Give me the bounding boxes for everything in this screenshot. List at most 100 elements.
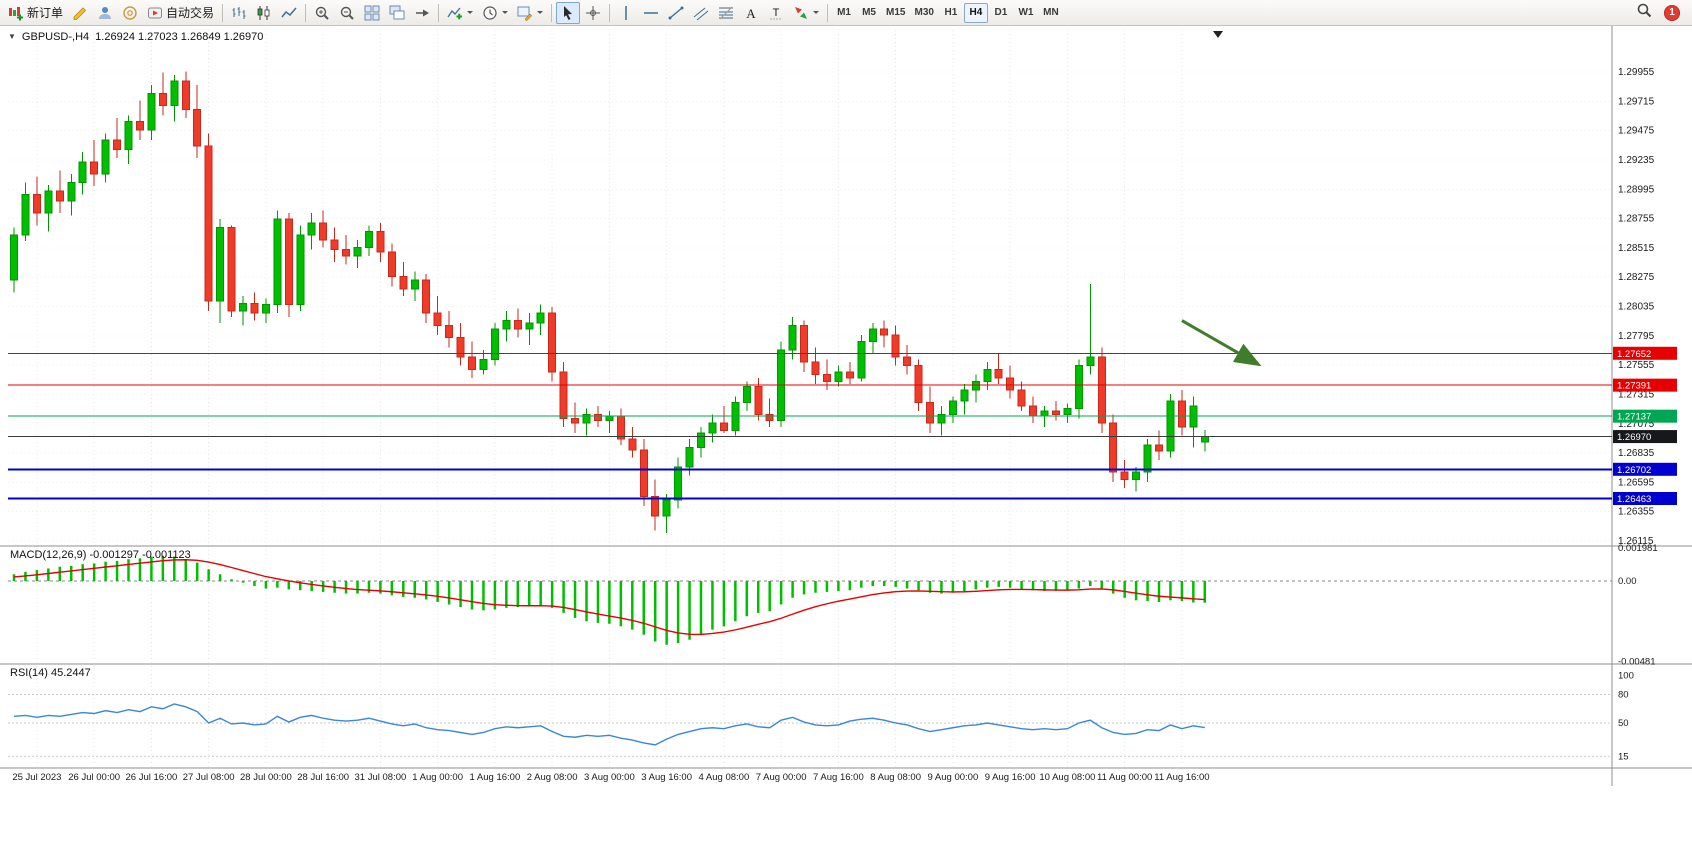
profile-icon [97, 5, 113, 21]
toolbar: 新订单 自动交易 A T M1 M5 M15 M30 H1 H4 D1 W1 MN 1 [0, 0, 1692, 26]
svg-text:1.27391: 1.27391 [1617, 381, 1651, 392]
svg-text:1.27137: 1.27137 [1617, 412, 1651, 423]
clock-icon [482, 5, 498, 21]
line-chart-icon [281, 5, 297, 21]
macd-panel: 0.001981 0.00 -0.00481 [8, 543, 1658, 668]
trendline-icon [668, 5, 684, 21]
timeframe-h1-button[interactable]: H1 [944, 7, 958, 18]
timeframe-m30-button[interactable]: M30 [914, 7, 934, 18]
tile-windows-button[interactable] [360, 2, 384, 24]
timeframe-w1-button[interactable]: W1 [1018, 7, 1034, 18]
zoom-out-button[interactable] [335, 2, 359, 24]
timeframe-mn-button[interactable]: MN [1043, 7, 1059, 18]
svg-text:15: 15 [1618, 751, 1629, 762]
svg-text:27 Jul 08:00: 27 Jul 08:00 [183, 772, 235, 783]
periods-button[interactable] [478, 2, 512, 24]
trendline-button[interactable] [664, 2, 688, 24]
chart-canvas[interactable]: 0.0019810.00-0.004811008050151.299551.29… [0, 26, 1692, 853]
new-order-button-label: 新订单 [27, 6, 64, 20]
timeframe-h4-button[interactable]: H4 [963, 2, 988, 23]
svg-text:1.27555: 1.27555 [1618, 360, 1655, 371]
svg-text:31 Jul 08:00: 31 Jul 08:00 [355, 772, 407, 783]
svg-text:1 Aug 16:00: 1 Aug 16:00 [470, 772, 521, 783]
timeframe-m15-button[interactable]: M15 [886, 7, 906, 18]
svg-text:9 Aug 00:00: 9 Aug 00:00 [928, 772, 979, 783]
svg-text:1.29475: 1.29475 [1618, 126, 1655, 137]
chart-collapse-icon[interactable]: ▼ [8, 32, 16, 41]
svg-text:3 Aug 00:00: 3 Aug 00:00 [584, 772, 635, 783]
new-order-icon [8, 5, 24, 21]
svg-text:1.27315: 1.27315 [1618, 389, 1655, 400]
community-button[interactable] [118, 2, 142, 24]
channel-button[interactable] [689, 2, 713, 24]
vline-icon [618, 5, 634, 21]
svg-text:1.26595: 1.26595 [1618, 477, 1655, 488]
horizontal-line-button[interactable] [639, 2, 663, 24]
timeframe-m1-button[interactable]: M1 [837, 7, 851, 18]
fibonacci-icon [718, 5, 734, 21]
trend-arrow-annotation [1181, 319, 1262, 367]
svg-text:50: 50 [1618, 718, 1629, 729]
svg-text:9 Aug 16:00: 9 Aug 16:00 [985, 772, 1036, 783]
svg-text:28 Jul 16:00: 28 Jul 16:00 [297, 772, 349, 783]
auto-trading-icon [147, 5, 163, 21]
template-icon [517, 5, 533, 21]
svg-text:-0.00481: -0.00481 [1618, 657, 1656, 668]
zoom-in-button[interactable] [310, 2, 334, 24]
svg-text:10 Aug 08:00: 10 Aug 08:00 [1039, 772, 1095, 783]
svg-text:0.001981: 0.001981 [1618, 543, 1658, 554]
crosshair-icon [585, 5, 601, 21]
svg-text:1.26970: 1.26970 [1617, 432, 1651, 443]
chevron-down-icon [467, 11, 474, 14]
search-button[interactable] [1632, 2, 1656, 24]
label-icon: T [768, 5, 784, 21]
auto-trading-button[interactable]: 自动交易 [143, 2, 218, 24]
hlines-group [8, 352, 1612, 500]
search-icon [1636, 2, 1652, 23]
chevron-down-icon [502, 11, 509, 14]
new-order-button[interactable]: 新订单 [4, 2, 67, 24]
svg-text:1.27075: 1.27075 [1618, 419, 1655, 430]
shift-icon [414, 5, 430, 21]
candlestick-icon [256, 5, 272, 21]
zoom-out-icon [339, 5, 355, 21]
svg-text:1.27795: 1.27795 [1618, 331, 1655, 342]
toolbar-separator [305, 3, 307, 22]
svg-text:1.26702: 1.26702 [1617, 465, 1651, 476]
svg-text:1.26463: 1.26463 [1617, 494, 1651, 505]
svg-text:1.28755: 1.28755 [1618, 214, 1655, 225]
line-chart-button[interactable] [277, 2, 301, 24]
arrow-objects-button[interactable] [789, 2, 823, 24]
toolbar-separator [609, 3, 611, 22]
svg-text:7 Aug 00:00: 7 Aug 00:00 [756, 772, 807, 783]
arrange-windows-button[interactable] [385, 2, 409, 24]
metaeditor-button[interactable] [68, 2, 92, 24]
notifications-badge[interactable]: 1 [1664, 4, 1680, 21]
profile-button[interactable] [93, 2, 117, 24]
svg-text:28 Jul 00:00: 28 Jul 00:00 [240, 772, 292, 783]
toolbar-buttons: 新订单 自动交易 A T [4, 1, 831, 24]
toolbar-separator [438, 3, 440, 22]
chart-shift-button[interactable] [410, 2, 434, 24]
vertical-line-button[interactable] [614, 2, 638, 24]
fibonacci-button[interactable] [714, 2, 738, 24]
tile-windows-icon [364, 5, 380, 21]
zoom-in-icon [314, 5, 330, 21]
arrows-icon [793, 5, 809, 21]
bar-chart-icon [231, 5, 247, 21]
crosshair-button[interactable] [581, 2, 605, 24]
cursor-button[interactable] [556, 1, 581, 24]
timeframe-m5-button[interactable]: M5 [862, 7, 876, 18]
timeframe-d1-button[interactable]: D1 [994, 7, 1008, 18]
templates-button[interactable] [513, 2, 547, 24]
bar-chart-button[interactable] [227, 2, 251, 24]
candlestick-chart-button[interactable] [252, 2, 276, 24]
text-label-button[interactable]: T [764, 2, 788, 24]
text-button[interactable]: A [739, 2, 763, 24]
rsi-panel: 100 80 50 15 [8, 671, 1634, 762]
grid [0, 26, 1692, 786]
community-icon [122, 5, 138, 21]
chevron-down-icon [813, 11, 820, 14]
indicators-button[interactable] [443, 2, 477, 24]
channel-icon [693, 5, 709, 21]
